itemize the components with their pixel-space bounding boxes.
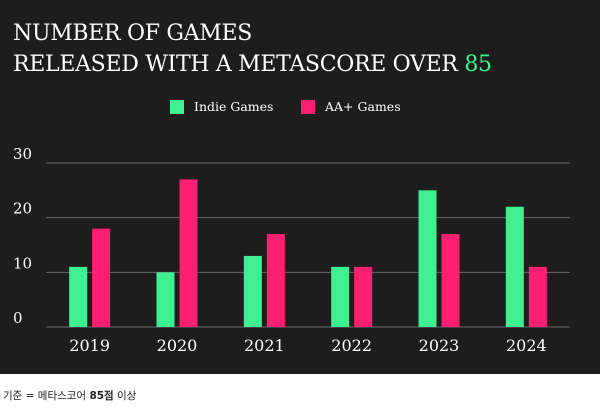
title-line-2: RELEASED WITH A METASCORE OVER 85: [13, 49, 492, 80]
y-tick-label-20: 20: [13, 200, 32, 218]
chart-legend: Indie Games AA+ Games: [0, 98, 600, 118]
bar-chart: 0 10 20 30 2019 2020 2021 2022 2023 2024: [13, 145, 570, 355]
bar-indie-2019: [69, 266, 88, 327]
chart-panel: NUMBER OF GAMES RELEASED WITH A METASCOR…: [0, 0, 600, 374]
bar-aa-2021: [266, 234, 285, 327]
legend-label-aa: AA+ Games: [325, 99, 401, 114]
bar-indie-2020: [156, 272, 175, 327]
bar-aa-2019: [92, 228, 111, 327]
y-tick-label-30: 30: [13, 145, 32, 163]
chart-title: NUMBER OF GAMES RELEASED WITH A METASCOR…: [13, 18, 492, 80]
bar-aa-2024: [528, 266, 547, 327]
x-tick-label-2021: 2021: [244, 336, 285, 355]
bar-aa-2022: [354, 266, 373, 327]
legend-swatch-aa: [301, 100, 315, 114]
bar-aa-2020: [179, 179, 198, 327]
bar-indie-2021: [243, 255, 262, 327]
x-tick-label-2022: 2022: [331, 336, 372, 355]
x-tick-label-2020: 2020: [157, 336, 198, 355]
footnote: 기준 = 메타스코어 85점 이상: [3, 388, 136, 403]
footnote-bold: 85점: [89, 390, 114, 402]
bar-indie-2024: [505, 206, 524, 327]
title-accent-number: 85: [464, 52, 492, 77]
bar-indie-2023: [418, 190, 437, 327]
legend-swatch-indie: [170, 100, 184, 114]
y-tick-label-10: 10: [13, 254, 32, 272]
title-line-2-text: RELEASED WITH A METASCORE OVER: [13, 52, 458, 77]
bar-indie-2022: [331, 266, 350, 327]
bar-aa-2023: [441, 234, 460, 327]
x-tick-label-2023: 2023: [419, 336, 460, 355]
footnote-suffix: 이상: [113, 390, 137, 402]
y-tick-label-0: 0: [13, 309, 23, 327]
title-line-1: NUMBER OF GAMES: [13, 21, 253, 46]
legend-label-indie: Indie Games: [194, 99, 274, 114]
x-tick-label-2024: 2024: [506, 336, 547, 355]
footnote-prefix: 기준 = 메타스코어: [3, 390, 90, 402]
x-tick-label-2019: 2019: [69, 336, 110, 355]
